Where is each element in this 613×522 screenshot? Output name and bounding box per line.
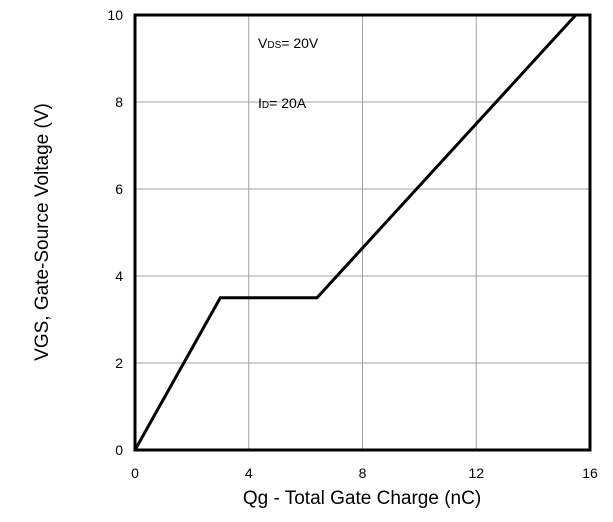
y-tick-label-2: 2 [115, 355, 123, 371]
y-tick-label-0: 0 [115, 442, 123, 458]
y-tick-label-8: 8 [115, 94, 123, 110]
y-tick-labels: 0 2 4 6 8 10 [107, 7, 123, 458]
plot-frame [133, 13, 592, 452]
series-line-0 [133, 13, 577, 451]
x-tick-label-0: 0 [131, 465, 139, 481]
x-tick-label-8: 8 [359, 465, 367, 481]
x-axis-title: Qg - Total Gate Charge (nC) [243, 488, 481, 509]
annotation-vds: VDS= 20V [258, 35, 319, 51]
grid-lines [135, 15, 590, 450]
x-tick-label-16: 16 [582, 465, 598, 481]
y-tick-label-6: 6 [115, 181, 123, 197]
x-tick-label-4: 4 [245, 465, 253, 481]
series-lines [133, 13, 577, 451]
y-tick-label-10: 10 [107, 7, 123, 23]
y-axis-title: VGS, Gate-Source Voltage (V) [32, 103, 53, 361]
annotation-id: ID= 20A [258, 95, 307, 111]
x-tick-labels: 0 4 8 12 16 [131, 465, 598, 481]
x-tick-label-12: 12 [468, 465, 484, 481]
y-tick-label-4: 4 [115, 268, 123, 284]
